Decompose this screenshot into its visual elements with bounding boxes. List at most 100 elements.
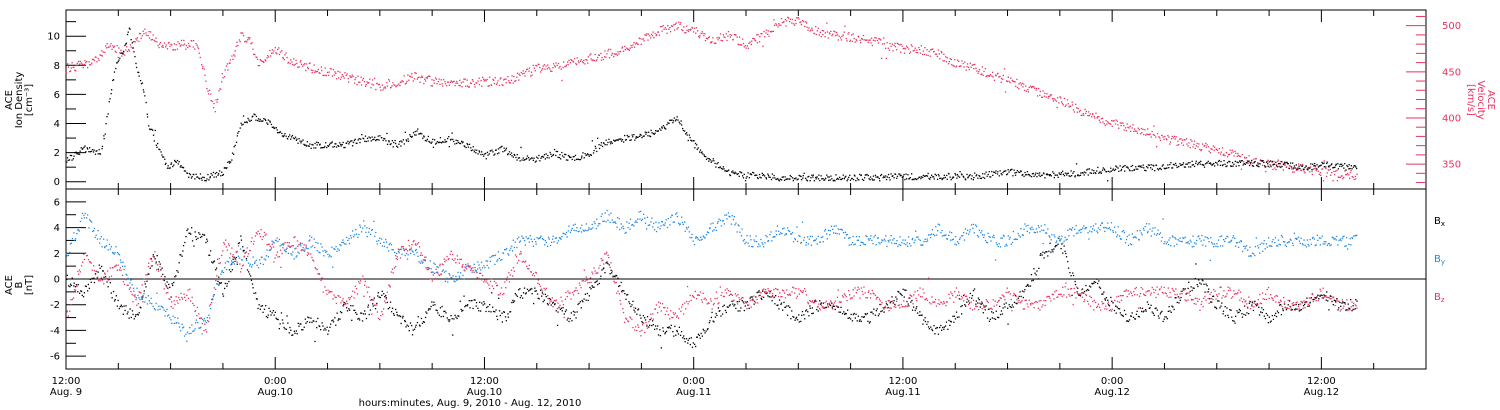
- density-point: [1031, 173, 1034, 175]
- density-point: [1305, 165, 1307, 167]
- velocity-point: [65, 71, 67, 73]
- bx-point: [404, 320, 407, 323]
- velocity-point: [354, 78, 356, 81]
- bx-point: [921, 314, 923, 316]
- velocity-point: [938, 53, 940, 55]
- velocity-point: [654, 32, 656, 35]
- by-point: [239, 248, 242, 250]
- density-point: [588, 155, 590, 157]
- bx-point: [1202, 280, 1204, 282]
- velocity-point: [817, 27, 819, 29]
- bx-point: [930, 326, 932, 328]
- density-point: [573, 156, 575, 158]
- by-point: [770, 231, 772, 233]
- bx-point: [1303, 303, 1306, 306]
- by-point: [766, 236, 768, 238]
- by-point: [742, 240, 744, 242]
- velocity-point: [1243, 161, 1245, 163]
- velocity-point: [145, 32, 147, 34]
- velocity-point: [1023, 83, 1025, 85]
- velocity-point: [1085, 110, 1087, 113]
- density-point: [126, 33, 129, 36]
- density-point: [1165, 167, 1167, 169]
- density-point: [370, 140, 372, 142]
- velocity-point: [249, 37, 251, 39]
- density-point: [861, 178, 864, 181]
- bx-point: [1045, 251, 1047, 253]
- by-point: [875, 244, 877, 246]
- bx-point: [428, 308, 430, 310]
- density-point: [398, 143, 400, 145]
- density-point: [901, 176, 903, 178]
- density-point: [225, 167, 227, 170]
- velocity-point: [183, 39, 185, 42]
- velocity-point: [1149, 133, 1151, 135]
- by-point: [467, 263, 469, 265]
- bx-point: [1352, 305, 1354, 307]
- bx-point: [541, 292, 543, 294]
- bx-point: [265, 315, 268, 318]
- bx-point: [1342, 301, 1344, 303]
- by-point: [424, 259, 426, 261]
- by-point: [629, 218, 632, 220]
- velocity-point: [296, 62, 298, 65]
- density-point: [888, 177, 890, 179]
- density-point: [323, 146, 325, 149]
- velocity-point: [1139, 133, 1142, 135]
- density-point: [1172, 163, 1175, 166]
- velocity-point: [441, 83, 443, 85]
- density-point: [1028, 174, 1030, 176]
- velocity-point: [644, 34, 646, 36]
- density-point: [257, 118, 260, 120]
- velocity-point: [872, 39, 875, 41]
- bx-point: [567, 317, 569, 319]
- bx-point: [505, 320, 507, 322]
- bx-point: [1078, 294, 1080, 296]
- density-tick-label: 8: [54, 61, 60, 72]
- bx-point: [286, 315, 288, 317]
- by-point: [760, 238, 762, 241]
- bx-point: [487, 305, 489, 308]
- bx-point: [1350, 299, 1352, 301]
- density-point: [448, 136, 450, 138]
- velocity-point: [170, 43, 172, 45]
- velocity-point: [98, 59, 100, 61]
- bx-point: [1164, 316, 1166, 318]
- density-point: [213, 176, 215, 178]
- velocity-point: [1042, 90, 1044, 92]
- by-point: [415, 248, 417, 251]
- by-point: [725, 214, 728, 216]
- velocity-point: [826, 31, 829, 33]
- bx-point: [688, 337, 691, 340]
- velocity-point: [1218, 148, 1220, 150]
- bx-point: [270, 314, 272, 316]
- velocity-point: [278, 47, 280, 49]
- velocity-point: [391, 85, 393, 87]
- bx-point: [343, 303, 345, 306]
- density-point: [989, 176, 991, 178]
- velocity-point: [1052, 100, 1055, 102]
- by-point: [113, 253, 115, 255]
- by-point: [705, 234, 708, 236]
- density-point: [1083, 171, 1086, 173]
- by-point: [741, 228, 743, 230]
- density-point: [71, 159, 73, 161]
- velocity-point: [616, 54, 619, 56]
- velocity-point: [1315, 170, 1317, 172]
- velocity-point: [482, 76, 484, 78]
- velocity-point: [1147, 133, 1149, 136]
- velocity-point: [363, 81, 366, 83]
- by-point: [276, 237, 278, 239]
- by-point: [792, 241, 795, 243]
- velocity-point: [476, 82, 478, 84]
- density-point: [642, 135, 644, 137]
- density-point: [170, 163, 172, 165]
- bx-point: [298, 325, 300, 327]
- velocity-point: [450, 80, 452, 82]
- velocity-point: [739, 44, 742, 46]
- bx-point: [1009, 306, 1011, 308]
- density-point: [925, 175, 928, 177]
- velocity-point: [608, 57, 611, 59]
- density-point: [1206, 162, 1208, 164]
- density-point: [493, 154, 495, 156]
